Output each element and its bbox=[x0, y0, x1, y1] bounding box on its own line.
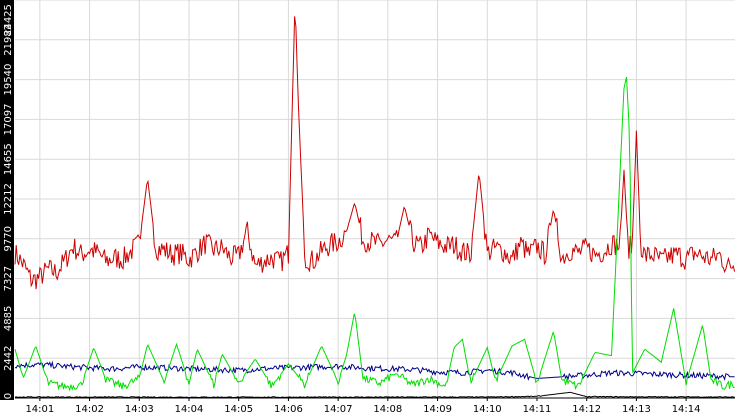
y-tick-label: 2442 bbox=[3, 345, 14, 370]
y-axis: 0 2442 4885 7327 9770 12212 14655 17097 19540 219… bbox=[3, 4, 14, 399]
x-tick-label: 14:08 bbox=[373, 404, 402, 415]
y-tick-label: 19540 bbox=[3, 64, 14, 96]
x-tick-label: 14:01 bbox=[25, 404, 54, 415]
x-tick-label: 14:09 bbox=[423, 404, 452, 415]
x-tick-label: 14:02 bbox=[75, 404, 104, 415]
x-tick-label: 14:04 bbox=[175, 404, 204, 415]
y-tick-label: 21982 bbox=[3, 24, 14, 56]
y-tick-label: 7327 bbox=[3, 266, 14, 291]
x-axis: 14:01 14:02 14:03 14:04 14:05 14:06 14:07 14:08… bbox=[15, 397, 735, 415]
y-axis-band bbox=[0, 0, 14, 400]
y-tick-label: 14655 bbox=[3, 143, 14, 175]
y-tick-label: 4885 bbox=[3, 306, 14, 331]
x-tick-label: 14:03 bbox=[125, 404, 154, 415]
series-line-2 bbox=[14, 360, 735, 381]
y-tick-label: 0 bbox=[3, 393, 14, 399]
y-tick-label: 12212 bbox=[3, 183, 14, 215]
x-tick-label: 14:12 bbox=[572, 404, 601, 415]
series-line-1 bbox=[14, 16, 735, 290]
x-tick-label: 14:05 bbox=[224, 404, 253, 415]
series-line-4 bbox=[14, 391, 735, 399]
x-tick-label: 14:14 bbox=[672, 404, 701, 415]
y-tick-label: 17097 bbox=[3, 104, 14, 136]
gridlines bbox=[15, 0, 735, 399]
series-line-3 bbox=[14, 76, 735, 392]
x-tick-label: 14:13 bbox=[622, 404, 651, 415]
x-tick-label: 14:10 bbox=[473, 404, 502, 415]
x-tick-label: 14:07 bbox=[324, 404, 353, 415]
x-tick-label: 14:06 bbox=[274, 404, 303, 415]
y-tick-label: 9770 bbox=[3, 226, 14, 251]
y-tick-label: 24425 bbox=[3, 4, 14, 36]
series-lines bbox=[14, 16, 735, 399]
x-tick-label: 14:11 bbox=[523, 404, 552, 415]
